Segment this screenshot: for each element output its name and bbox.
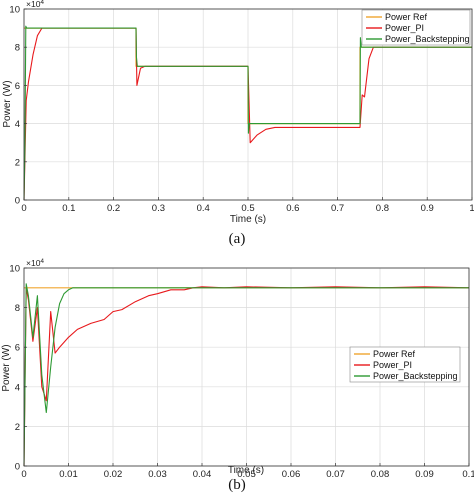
x-tick-label: 0.02	[104, 469, 123, 480]
x-tick-label: 0.05	[237, 469, 256, 480]
legend-label-power-backstepping-a: Power_Backstepping	[385, 34, 470, 44]
series-lines-b	[23, 283, 470, 467]
x-tick-label: 0.08	[371, 469, 390, 480]
x-tick-label: 0.07	[326, 469, 345, 480]
y-axis-label-a: Power (W)	[2, 80, 13, 127]
x-tick-label: 1	[469, 203, 474, 214]
x-tick-label: 0.4	[197, 203, 210, 214]
x-axis-label-b: Time (s)	[228, 465, 264, 476]
x-tick-label: 0.3	[152, 203, 165, 214]
x-tick-label: 0.9	[421, 203, 434, 214]
y-tick-label: 0	[15, 462, 20, 473]
x-tick-label: 0.5	[241, 203, 254, 214]
y-exponent-b: ×104	[26, 258, 44, 268]
series-line-power-pi	[23, 27, 472, 201]
legend-a: Power Ref Power_PI Power_Backstepping	[361, 9, 471, 46]
x-ticks-a: 0 0.1 0.2 0.3 0.4 0.5 0.6 0.7 0.8 0.9 1	[21, 197, 474, 214]
series-line-power-backstepping	[23, 283, 469, 467]
x-tick-label: 0	[21, 469, 26, 480]
y-ticks-b: 0 2 4 6 8 10	[9, 264, 27, 473]
x-tick-label: 0.03	[148, 469, 167, 480]
y-ticks-a: 0 2 4 6 8 10	[9, 5, 27, 207]
y-axis-label-b: Power (W)	[1, 344, 12, 391]
x-ticks-b: 0 0.01 0.02 0.03 0.04 0.05 0.06 0.07 0.08 0.09 0.1	[21, 463, 474, 480]
caption-b: (b)	[228, 477, 246, 493]
y-tick-label: 8	[15, 303, 20, 314]
x-tick-label: 0.09	[415, 469, 434, 480]
x-tick-label: 0.01	[59, 469, 78, 480]
y-tick-label: 4	[15, 119, 20, 130]
x-tick-label: 0.2	[107, 203, 120, 214]
x-tick-label: 0.8	[376, 203, 389, 214]
legend-label-power-ref-b: Power Ref	[373, 349, 416, 359]
x-tick-label: 0.1	[462, 469, 474, 480]
legend-label-power-backstepping-b: Power_Backstepping	[373, 371, 458, 381]
x-tick-label: 0.6	[286, 203, 299, 214]
legend-label-power-ref-a: Power Ref	[385, 12, 428, 22]
series-line-power-backstepping	[23, 25, 472, 201]
x-axis-label-a: Time (s)	[230, 214, 266, 225]
series-lines-a	[23, 25, 472, 201]
x-tick-label: 0	[21, 203, 26, 214]
y-tick-label: 2	[15, 422, 20, 433]
x-tick-label: 0.1	[62, 203, 75, 214]
chart-b: 0 0.01 0.02 0.03 0.04 0.05 0.06 0.07 0.08 0.09 0.1…	[1, 258, 474, 493]
y-tick-label: 6	[15, 81, 20, 92]
legend-b: Power Ref Power_PI Power_Backstepping	[349, 346, 461, 383]
y-tick-label: 10	[9, 264, 20, 275]
y-tick-label: 8	[15, 43, 20, 54]
chart-a: 0 0.1 0.2 0.3 0.4 0.5 0.6 0.7 0.8 0.9 1 0 2 4 6 8 10 ×1…	[2, 0, 474, 247]
y-tick-label: 6	[15, 343, 20, 354]
x-tick-label: 0.7	[331, 203, 344, 214]
series-line-power-pi	[23, 286, 470, 467]
y-tick-label: 10	[9, 5, 20, 16]
y-tick-label: 2	[15, 157, 20, 168]
y-exponent-a: ×104	[26, 0, 44, 9]
legend-label-power-pi-b: Power_PI	[373, 360, 412, 370]
x-tick-label: 0.04	[193, 469, 212, 480]
y-tick-label: 4	[15, 382, 20, 393]
legend-label-power-pi-a: Power_PI	[385, 23, 424, 33]
x-tick-label: 0.06	[282, 469, 301, 480]
caption-a: (a)	[229, 231, 246, 247]
y-tick-label: 0	[15, 196, 20, 207]
